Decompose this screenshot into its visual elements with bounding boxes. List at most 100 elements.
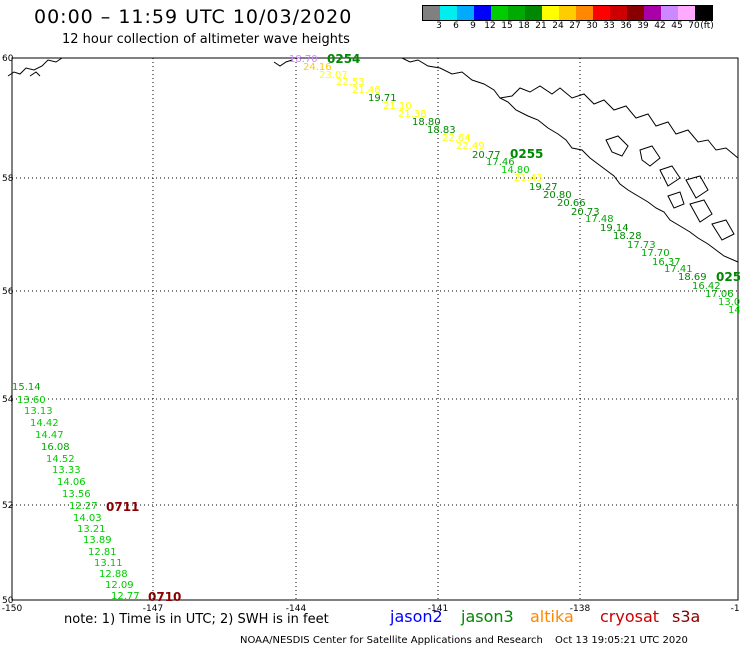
swh-value: 12.88 — [99, 569, 128, 580]
swh-value: 14 — [728, 305, 740, 316]
swh-value: 22.53 — [336, 77, 365, 88]
swh-value: 13.11 — [94, 558, 123, 569]
color-scale-label: 42 — [654, 21, 666, 31]
color-scale-labels: 3 6 9 12 15 18 21 24 27 30 33 36 39 42 45 70 (ft) — [422, 21, 740, 33]
latitude-label: 50 — [2, 596, 14, 606]
color-scale-label: 6 — [453, 21, 459, 31]
island-coast-1 — [605, 135, 735, 241]
alaska-inner-coast — [499, 85, 739, 159]
satellite-legend-item: altika — [530, 607, 574, 626]
pass-time-label: 0710 — [148, 590, 181, 604]
swh-value: 20.73 — [571, 207, 600, 218]
axis-labels: -150 -147 -144 -141 -138 -13 60 58 56 54 52 50 — [2, 54, 740, 614]
swh-value: 21.10 — [383, 101, 412, 112]
color-swatch — [627, 6, 644, 20]
swh-value: 14.06 — [57, 477, 86, 488]
pass-time-label: 0255 — [510, 147, 543, 161]
swh-value: 24.16 — [303, 62, 332, 73]
swh-value: 21.43 — [514, 173, 543, 184]
longitude-label: -141 — [428, 604, 448, 614]
color-scale-label: 18 — [518, 21, 530, 31]
page-subtitle: 12 hour collection of altimeter wave hei… — [62, 32, 350, 47]
swh-value: 20.77 — [472, 150, 501, 161]
pass-time-label: 0254 — [327, 52, 360, 66]
longitude-label: -150 — [2, 604, 23, 614]
swh-value: 18.70 — [289, 54, 318, 65]
swh-value: 19.14 — [600, 223, 629, 234]
latitude-label: 60 — [2, 54, 14, 64]
color-scale-label: 27 — [569, 21, 581, 31]
swh-value: 16.42 — [692, 281, 721, 292]
swh-value: 13.21 — [77, 524, 106, 535]
swh-value: 23.07 — [319, 70, 348, 81]
swh-value: 15.14 — [12, 382, 41, 393]
swh-value: 18.28 — [613, 231, 642, 242]
swh-value: 14.03 — [73, 513, 102, 524]
color-swatch — [474, 6, 491, 20]
swh-value: 13.60 — [17, 395, 46, 406]
color-scale-label: 21 — [535, 21, 547, 31]
color-swatch — [576, 6, 593, 20]
swh-value: 12.09 — [105, 580, 134, 591]
color-swatch — [508, 6, 525, 20]
color-swatch — [423, 6, 440, 20]
color-scale-label: 70 — [688, 21, 700, 31]
swh-value: 20.80 — [543, 190, 572, 201]
swh-value: 14.47 — [35, 430, 64, 441]
latitude-label: 58 — [2, 174, 14, 184]
page-title: 00:00 – 11:59 UTC 10/03/2020 — [34, 6, 353, 28]
swh-value: 22.49 — [456, 141, 485, 152]
swh-value: 13.13 — [24, 406, 53, 417]
swh-value: 17.06 — [705, 289, 734, 300]
color-scale-label: 9 — [470, 21, 476, 31]
color-swatch — [457, 6, 474, 20]
kenai-coast — [7, 57, 293, 77]
latitude-label: 54 — [2, 395, 14, 405]
color-swatch — [661, 6, 678, 20]
swh-value: 20.66 — [557, 198, 586, 209]
color-swatch — [491, 6, 508, 20]
color-swatch — [525, 6, 542, 20]
color-scale-label: 45 — [671, 21, 683, 31]
swh-value: 21.38 — [398, 109, 427, 120]
satellite-legend-item: jason3 — [461, 607, 514, 626]
color-swatch — [678, 6, 695, 20]
pass-time-labels: 0254 0255 0711 0710 025 — [106, 52, 740, 604]
swh-value: 17.46 — [486, 157, 515, 168]
swh-value: 18.80 — [412, 117, 441, 128]
swh-value: 22.64 — [442, 133, 471, 144]
color-swatch — [440, 6, 457, 20]
coastline — [7, 57, 739, 263]
latitude-label: 52 — [2, 501, 13, 511]
swh-points: 18.7024.1623.0722.5321.4619.7121.1021.38… — [12, 54, 740, 602]
swh-value: 14.52 — [46, 454, 75, 465]
swh-value: 18.69 — [678, 272, 707, 283]
color-swatch — [542, 6, 559, 20]
longitude-label: -13 — [731, 604, 740, 614]
color-swatch — [695, 6, 712, 20]
swh-value: 12.27 — [69, 501, 98, 512]
color-scale-label: 30 — [586, 21, 598, 31]
color-scale-label: 12 — [484, 21, 496, 31]
color-scale-bar — [422, 5, 713, 21]
color-swatch — [610, 6, 627, 20]
satellite-legend-item: s3a — [672, 607, 701, 626]
satellite-legend-item: cryosat — [600, 607, 660, 626]
swh-value: 17.73 — [627, 240, 656, 251]
swh-value: 19.71 — [368, 93, 397, 104]
swh-value: 18.83 — [427, 125, 456, 136]
swh-value: 14.42 — [30, 418, 59, 429]
swh-value: 17.70 — [641, 248, 670, 259]
color-swatch — [559, 6, 576, 20]
timestamp-text: Oct 13 19:05:21 UTC 2020 — [555, 635, 688, 646]
swh-value: 16.37 — [652, 257, 681, 268]
swh-value: 16.08 — [41, 442, 70, 453]
credit-text: NOAA/NESDIS Center for Satellite Applica… — [240, 635, 543, 646]
longitude-label: -147 — [143, 604, 163, 614]
color-scale-label: 36 — [620, 21, 632, 31]
swh-value: 13.33 — [52, 465, 81, 476]
longitude-label: -144 — [286, 604, 307, 614]
color-scale-label: 15 — [501, 21, 513, 31]
satellite-legend-item: jason2 — [390, 607, 443, 626]
